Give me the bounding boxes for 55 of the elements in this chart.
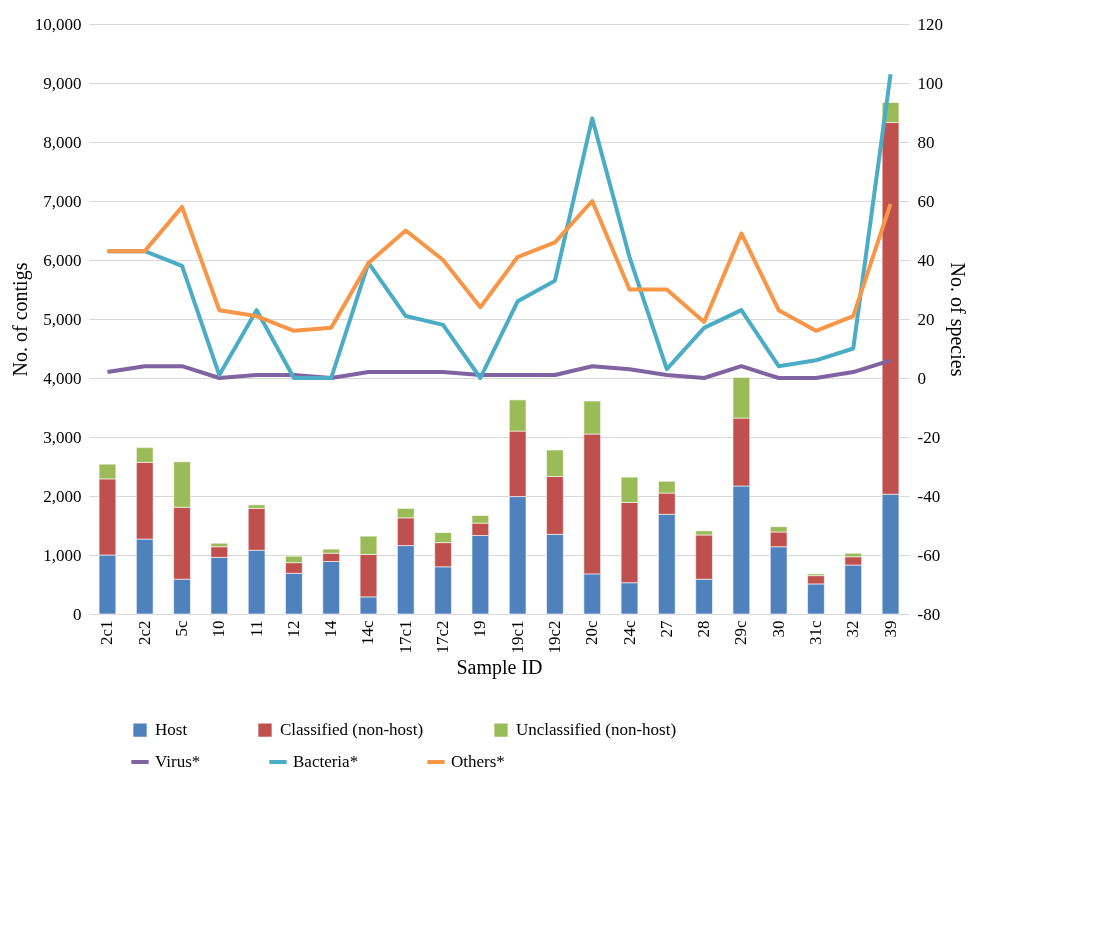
x-tick-label: 2c2 bbox=[134, 620, 154, 646]
x-tick-label: 27 bbox=[656, 620, 676, 638]
y2-tick-label: 60 bbox=[917, 191, 935, 211]
y-tick-label: 7,000 bbox=[43, 191, 82, 211]
y-tick-label: 10,000 bbox=[34, 14, 82, 34]
legend-label: Bacteria* bbox=[293, 752, 359, 771]
y-tick-label: 8,000 bbox=[43, 132, 82, 152]
y2-tick-label: -40 bbox=[917, 486, 941, 506]
legend-label: Others* bbox=[451, 752, 505, 771]
y-tick-label: 2,000 bbox=[43, 486, 82, 506]
x-tick-label: 12 bbox=[283, 620, 303, 638]
y-tick-label: 0 bbox=[73, 604, 82, 624]
y-tick-label: 1,000 bbox=[43, 545, 82, 565]
legend-label: Host bbox=[155, 720, 188, 740]
y2-tick-label: 80 bbox=[917, 132, 935, 152]
legend-label: Classified (non-host) bbox=[280, 720, 424, 740]
x-tick-label: 19c2 bbox=[544, 620, 564, 654]
x-tick-label: 32 bbox=[843, 620, 863, 638]
y-tick-label: 9,000 bbox=[43, 73, 82, 93]
legend-label: Unclassified (non-host) bbox=[516, 720, 677, 740]
x-tick-label: 10 bbox=[209, 620, 229, 638]
x-tick-label: 24c bbox=[619, 620, 639, 646]
y2-tick-label: -80 bbox=[917, 604, 941, 624]
line-series bbox=[105, 358, 893, 380]
y2-tick-label: -60 bbox=[917, 545, 941, 565]
y2-tick-label: 40 bbox=[917, 250, 935, 270]
x-tick-label: 17c2 bbox=[433, 620, 453, 654]
x-tick-label: 14 bbox=[321, 620, 341, 638]
line-series bbox=[105, 199, 893, 333]
x-tick-label: 19c1 bbox=[507, 620, 527, 654]
x-tick-label: 29c bbox=[731, 620, 751, 646]
x-tick-label: 5c bbox=[172, 620, 192, 637]
x-tick-label: 2c1 bbox=[97, 620, 117, 646]
x-axis-title: Sample ID bbox=[456, 655, 543, 679]
y-tick-label: 4,000 bbox=[43, 368, 82, 388]
y-tick-label: 3,000 bbox=[43, 427, 82, 447]
y2-tick-label: -20 bbox=[917, 427, 941, 447]
x-tick-label: 17c1 bbox=[395, 620, 415, 654]
x-tick-label: 20c bbox=[582, 620, 602, 646]
y-tick-label: 6,000 bbox=[43, 250, 82, 270]
legend-label: Virus* bbox=[155, 752, 201, 771]
y2-tick-label: 0 bbox=[917, 368, 926, 388]
x-tick-label: 14c bbox=[358, 620, 378, 646]
x-tick-label: 39 bbox=[880, 620, 900, 638]
y2-tick-label: 120 bbox=[917, 14, 943, 34]
x-tick-label: 30 bbox=[768, 620, 788, 638]
y-axis-title: No. of contigs bbox=[8, 262, 32, 377]
x-tick-label: 28 bbox=[694, 620, 714, 638]
y2-tick-label: 100 bbox=[917, 73, 943, 93]
x-tick-label: 19 bbox=[470, 620, 490, 638]
x-tick-label: 31c bbox=[805, 620, 825, 646]
y-tick-label: 5,000 bbox=[43, 309, 82, 329]
y2-tick-label: 20 bbox=[917, 309, 935, 329]
x-tick-label: 11 bbox=[246, 620, 266, 637]
y2-axis-title: No. of species bbox=[946, 262, 969, 377]
